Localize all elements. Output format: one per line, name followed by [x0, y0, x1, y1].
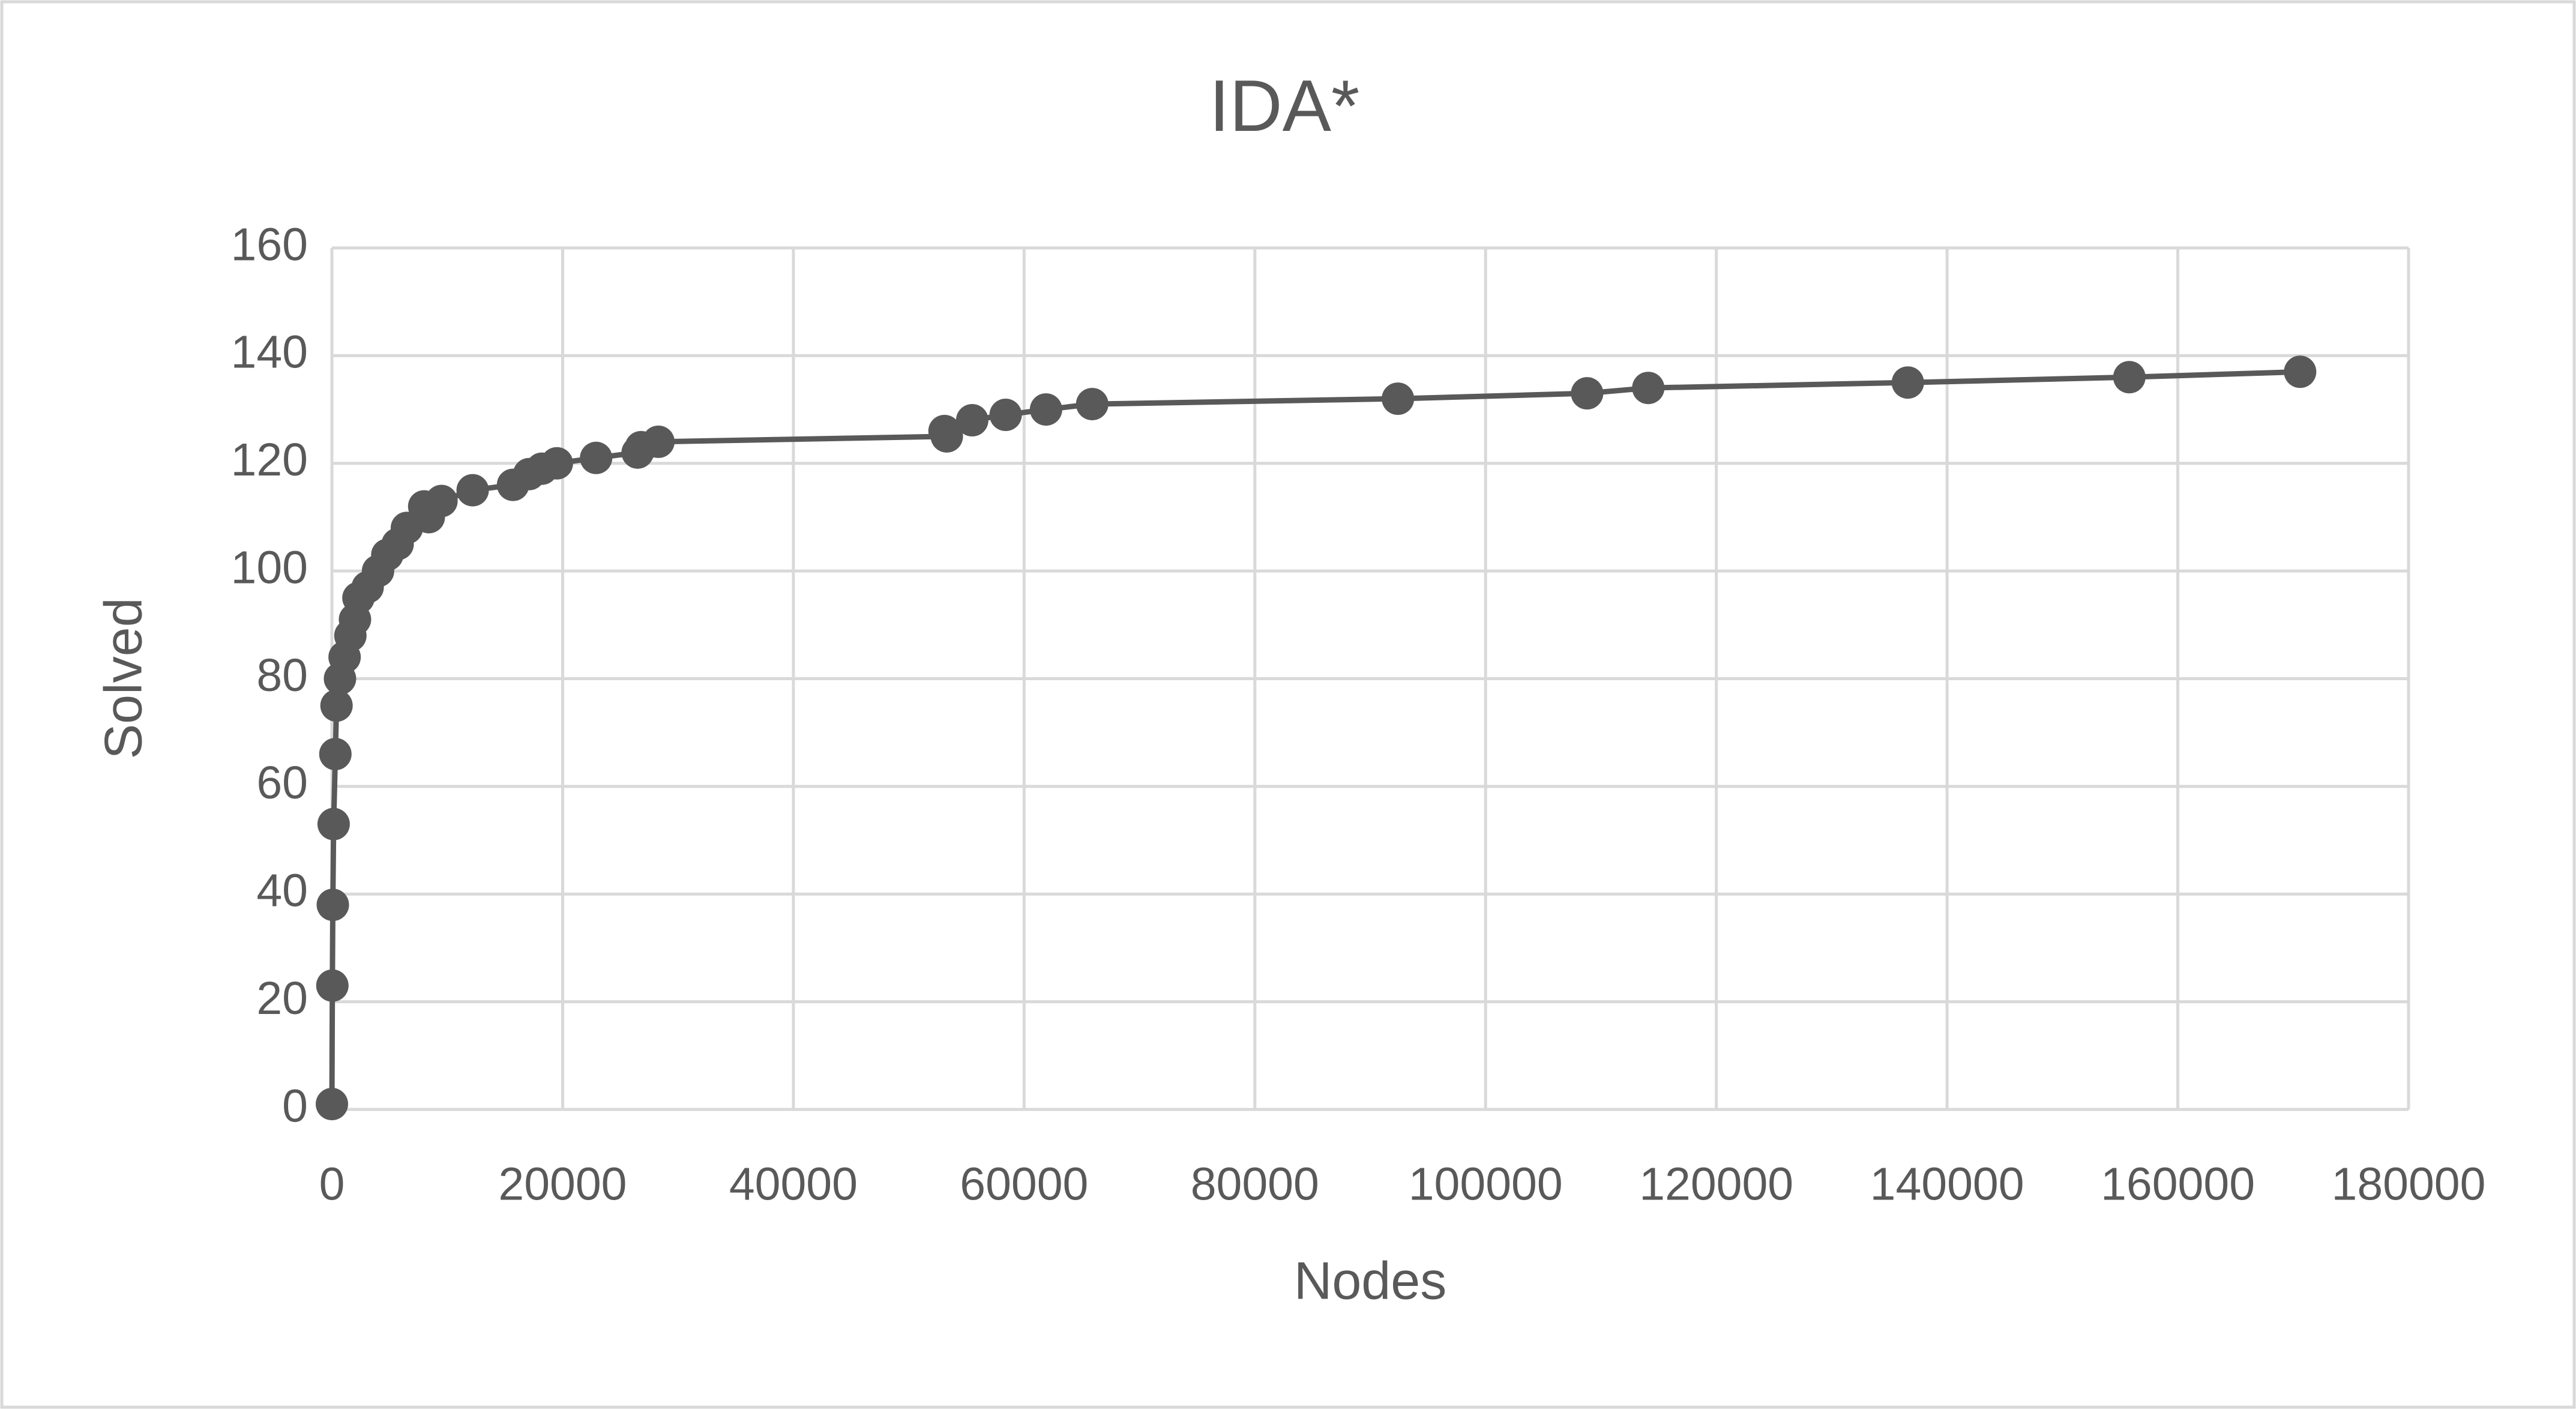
- x-tick-label: 40000: [729, 1158, 858, 1210]
- point: [425, 484, 458, 517]
- x-tick-label: 60000: [960, 1158, 1088, 1210]
- point: [320, 689, 353, 722]
- point: [1632, 372, 1665, 405]
- y-tick-label: 40: [256, 865, 308, 917]
- point: [1029, 393, 1062, 426]
- y-tick-label: 20: [256, 973, 308, 1024]
- x-tick-label: 160000: [2101, 1158, 2255, 1210]
- point: [1891, 366, 1924, 399]
- point: [580, 441, 613, 474]
- y-tick-label: 100: [231, 542, 308, 593]
- x-tick-label: 120000: [1639, 1158, 1793, 1210]
- x-tick-label: 20000: [498, 1158, 627, 1210]
- point: [319, 738, 352, 771]
- y-tick-label: 160: [231, 219, 308, 270]
- point: [1076, 388, 1109, 421]
- point: [316, 889, 349, 922]
- point: [456, 474, 489, 507]
- x-tick-label: 100000: [1409, 1158, 1563, 1210]
- point: [1571, 377, 1604, 410]
- point: [540, 447, 573, 480]
- y-tick-label: 140: [231, 327, 308, 378]
- x-tick-label: 0: [319, 1158, 345, 1210]
- x-tick-label: 140000: [1870, 1158, 2024, 1210]
- point: [316, 1088, 349, 1121]
- point: [955, 404, 989, 436]
- point: [928, 414, 961, 447]
- point: [2284, 355, 2317, 388]
- y-axis-title: Solved: [93, 597, 152, 759]
- y-tick-label: 120: [231, 434, 308, 486]
- point: [317, 807, 350, 840]
- y-tick-label: 80: [256, 650, 308, 701]
- x-tick-label: 180000: [2332, 1158, 2486, 1210]
- y-tick-label: 60: [256, 757, 308, 809]
- point: [2113, 361, 2146, 394]
- y-tick-label: 0: [282, 1080, 308, 1132]
- point: [642, 425, 675, 458]
- point: [316, 969, 349, 1002]
- x-tick-label: 80000: [1191, 1158, 1319, 1210]
- chart-title: IDA*: [1209, 65, 1360, 146]
- x-axis-title: Nodes: [1294, 1251, 1446, 1310]
- point: [989, 399, 1022, 432]
- point: [1382, 382, 1415, 415]
